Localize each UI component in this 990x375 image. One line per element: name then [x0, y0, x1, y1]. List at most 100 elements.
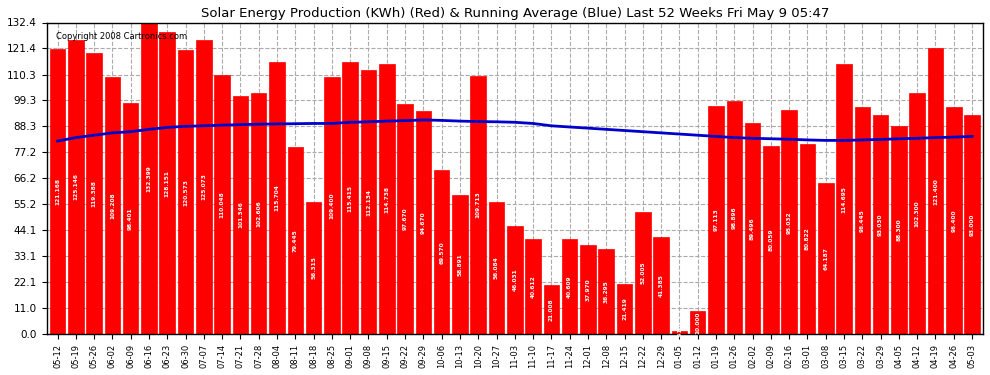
Text: 109.400: 109.400 — [330, 192, 335, 219]
Bar — [599, 249, 614, 334]
Text: 121.168: 121.168 — [55, 178, 60, 205]
Text: 120.573: 120.573 — [183, 179, 188, 206]
Bar — [891, 126, 907, 334]
Bar — [617, 284, 633, 334]
Bar — [306, 201, 322, 334]
Bar — [763, 146, 779, 334]
Text: 121.400: 121.400 — [933, 178, 938, 205]
Text: 64.187: 64.187 — [824, 247, 829, 270]
Bar — [727, 101, 742, 334]
Bar — [233, 96, 248, 334]
Bar — [215, 75, 230, 334]
Bar — [544, 285, 559, 334]
Text: 88.300: 88.300 — [896, 219, 902, 242]
Text: 114.695: 114.695 — [842, 186, 846, 213]
Text: 93.000: 93.000 — [969, 213, 974, 236]
Bar — [690, 310, 706, 334]
Text: 93.030: 93.030 — [878, 213, 883, 236]
Text: 110.048: 110.048 — [220, 191, 225, 218]
Bar — [86, 53, 102, 334]
Bar — [928, 48, 943, 334]
Bar — [123, 102, 139, 334]
Text: 95.032: 95.032 — [787, 211, 792, 234]
Text: 1.413: 1.413 — [677, 323, 682, 342]
Bar — [562, 238, 577, 334]
Bar — [159, 33, 175, 334]
Text: 36.295: 36.295 — [604, 280, 609, 303]
Text: 98.401: 98.401 — [128, 207, 134, 230]
Text: 97.670: 97.670 — [403, 208, 408, 231]
Bar — [507, 226, 523, 334]
Bar — [964, 115, 980, 334]
Bar — [50, 49, 65, 334]
Text: Copyright 2008 Cartronics.com: Copyright 2008 Cartronics.com — [55, 32, 187, 41]
Bar — [452, 195, 467, 334]
Text: 94.670: 94.670 — [421, 211, 426, 234]
Text: 125.073: 125.073 — [201, 174, 206, 200]
Text: 56.315: 56.315 — [311, 256, 316, 279]
Bar — [105, 77, 120, 334]
Bar — [781, 111, 797, 334]
Bar — [526, 238, 541, 334]
Text: 41.385: 41.385 — [658, 274, 663, 297]
Text: 10.000: 10.000 — [695, 311, 700, 333]
Bar — [708, 105, 724, 334]
Text: 69.570: 69.570 — [440, 241, 445, 264]
Text: 102.300: 102.300 — [915, 200, 920, 227]
Text: 115.704: 115.704 — [274, 184, 279, 211]
Text: 80.822: 80.822 — [805, 228, 810, 251]
Bar — [416, 111, 431, 334]
Bar — [635, 212, 650, 334]
Bar — [343, 63, 358, 334]
Bar — [946, 107, 961, 334]
Bar — [837, 64, 851, 334]
Text: 58.891: 58.891 — [457, 254, 462, 276]
Text: 40.609: 40.609 — [567, 275, 572, 297]
Text: 101.346: 101.346 — [238, 201, 243, 228]
Text: 96.400: 96.400 — [951, 209, 956, 232]
Title: Solar Energy Production (KWh) (Red) & Running Average (Blue) Last 52 Weeks Fri M: Solar Energy Production (KWh) (Red) & Ru… — [201, 7, 829, 20]
Text: 132.399: 132.399 — [147, 165, 151, 192]
Text: 128.151: 128.151 — [164, 170, 169, 197]
Bar — [178, 50, 193, 334]
Bar — [744, 123, 760, 334]
Bar — [324, 76, 340, 334]
Bar — [250, 93, 266, 334]
Text: 21.419: 21.419 — [622, 297, 627, 320]
Text: 114.738: 114.738 — [384, 186, 389, 213]
Text: 125.146: 125.146 — [73, 173, 78, 200]
Text: 115.415: 115.415 — [347, 185, 352, 212]
Text: 102.606: 102.606 — [256, 200, 261, 227]
Text: 40.612: 40.612 — [531, 275, 536, 298]
Bar — [470, 76, 486, 334]
Bar — [873, 115, 888, 334]
Bar — [653, 237, 669, 334]
Bar — [910, 93, 925, 334]
Bar — [269, 62, 285, 334]
Text: 56.084: 56.084 — [494, 257, 499, 279]
Bar — [489, 202, 504, 334]
Text: 79.445: 79.445 — [293, 229, 298, 252]
Bar — [671, 331, 687, 334]
Text: 97.113: 97.113 — [714, 209, 719, 231]
Bar — [854, 107, 870, 334]
Text: 21.008: 21.008 — [548, 298, 553, 321]
Text: 80.059: 80.059 — [768, 229, 773, 251]
Text: 112.134: 112.134 — [366, 189, 371, 216]
Bar — [580, 245, 596, 334]
Bar — [360, 70, 376, 334]
Bar — [287, 147, 303, 334]
Bar — [379, 64, 395, 334]
Text: 119.388: 119.388 — [92, 180, 97, 207]
Text: 89.496: 89.496 — [750, 217, 755, 240]
Text: 96.445: 96.445 — [860, 209, 865, 232]
Text: 109.208: 109.208 — [110, 192, 115, 219]
Bar — [196, 40, 212, 334]
Bar — [818, 183, 834, 334]
Text: 46.031: 46.031 — [512, 268, 518, 291]
Bar — [434, 170, 449, 334]
Bar — [142, 22, 156, 334]
Text: 52.005: 52.005 — [641, 262, 645, 284]
Text: 37.970: 37.970 — [585, 278, 590, 301]
Bar — [68, 40, 83, 334]
